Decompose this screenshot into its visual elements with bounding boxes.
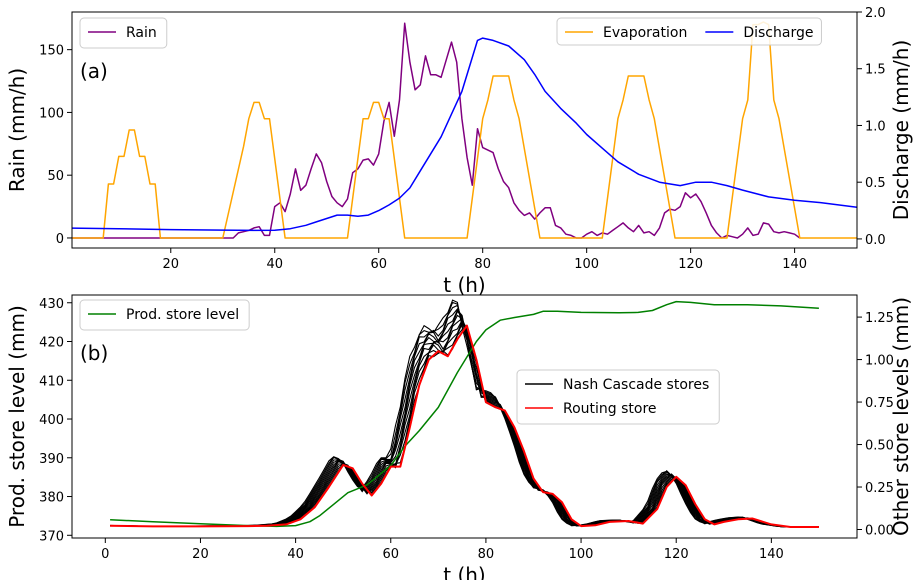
y-axis-label-right: Discharge (mm/h) [889,40,913,221]
x-tick-label: 140 [759,547,784,562]
x-tick-label: 60 [382,547,399,562]
x-tick-label: 80 [474,257,491,272]
y-tick-label-left: 400 [39,413,64,428]
x-tick-label: 120 [678,257,703,272]
y-tick-label-left: 410 [39,374,64,389]
legend-left-box [79,299,250,331]
x-tick-label: 40 [266,257,283,272]
x-axis-label: t (h) [443,273,485,297]
series-rain-line [72,22,801,239]
panel-label: (a) [80,59,108,83]
legend-left-label: Rain [126,25,157,41]
plot-area [110,299,819,528]
x-tick-label: 100 [574,257,599,272]
legend-right-label: Evaporation [603,25,687,41]
x-tick-label: 100 [569,547,594,562]
y-tick-label-right: 1.0 [865,119,886,134]
panel-b: 0 20 40 60 80 100 120 140 370 380 390 400 410 420 430 0… [5,294,913,580]
legend-right-label: Routing store [563,401,657,417]
series-discharge-line [72,37,857,232]
legend-right-label: Nash Cascade stores [563,377,709,393]
x-tick-label: 60 [370,257,387,272]
y-tick-label-left: 390 [39,452,64,467]
x-tick-label: 140 [782,257,807,272]
x-tick-label: 20 [192,547,209,562]
y-tick-label-left: 50 [47,169,64,184]
series-prod-store-level-line [110,300,819,528]
y-tick-label-right: 1.5 [865,63,886,78]
series-nash-cascade-store-11 [110,322,819,528]
legend-left: Rain [79,17,168,49]
y-tick-label-left: 150 [39,44,64,59]
plot-area [72,21,857,239]
y-tick-label-right: 2.0 [865,6,886,21]
legend-right-box [516,369,720,425]
y-tick-label-left: 380 [39,491,64,506]
series-nash-cascade-store-12 [110,328,819,528]
panel-a: 20 40 60 80 100 120 140 0 50 100 150 0.0 0.5 1.0 1.5 2.… [5,6,913,297]
y-tick-label-left: 0 [56,232,64,247]
legend-right: Nash Cascade stores Routing store [516,369,720,425]
y-tick-label-right: 0.75 [865,396,894,411]
legend-left: Prod. store level [79,299,250,331]
y-axis-label-right: Other store levels (mm) [889,297,913,536]
y-tick-label-right: 1.00 [865,354,894,369]
x-tick-label: 120 [664,547,689,562]
y-tick-label-right: 0.5 [865,176,886,191]
panel-label: (b) [80,341,108,365]
x-tick-label: 0 [101,547,109,562]
y-axis-label-left: Prod. store level (mm) [5,305,29,528]
y-tick-label-right: 0.50 [865,439,894,454]
y-tick-label-left: 430 [39,297,64,312]
y-tick-label-left: 100 [39,106,64,121]
x-tick-label: 40 [287,547,304,562]
y-tick-label-right: 0.0 [865,233,886,248]
y-tick-label-left: 420 [39,336,64,351]
y-tick-label-left: 370 [39,529,64,544]
y-tick-label-right: 1.25 [865,311,894,326]
plot-frame [71,11,858,249]
legend-right-box [556,17,822,46]
y-tick-label-right: 0.25 [865,481,894,496]
series-routing-store-line [110,324,819,528]
x-tick-label: 20 [163,257,180,272]
y-tick-label-right: 0.00 [865,524,894,539]
y-axis-label-left: Rain (mm/h) [5,68,29,192]
legend-right: Evaporation Discharge [556,17,822,46]
legend-right-label: Discharge [743,25,813,41]
x-axis-label: t (h) [443,563,485,580]
legend-left-box [79,17,168,49]
plot-frame [71,294,858,539]
legend-left-label: Prod. store level [126,307,239,323]
x-tick-label: 80 [478,547,495,562]
series-evaporation-line [72,21,857,239]
